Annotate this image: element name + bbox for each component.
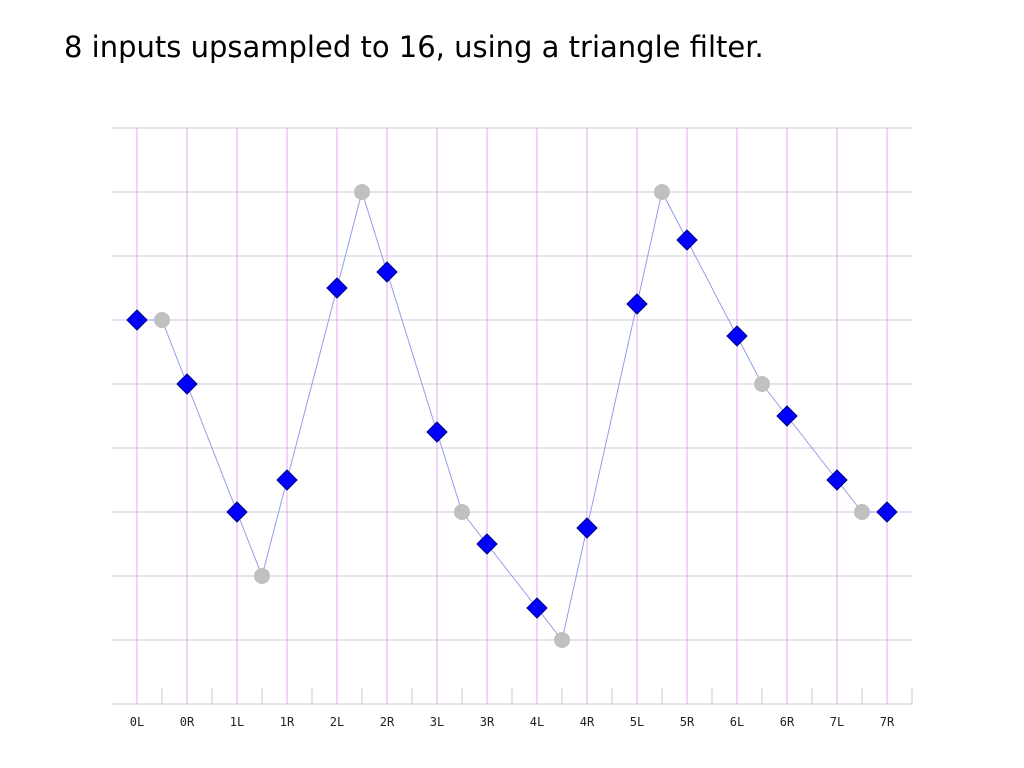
- x-tick-label: 4R: [580, 715, 595, 729]
- chart-title: 8 inputs upsampled to 16, using a triang…: [64, 30, 764, 64]
- series-marks: [126, 184, 898, 648]
- x-tick-label: 4L: [530, 715, 544, 729]
- output-point: [626, 293, 648, 315]
- output-point: [526, 597, 548, 619]
- input-point: [154, 312, 170, 328]
- x-tick-label: 5L: [630, 715, 644, 729]
- output-point: [826, 469, 848, 491]
- x-tick-label: 7L: [830, 715, 844, 729]
- x-tick-label: 6L: [730, 715, 744, 729]
- input-point: [254, 568, 270, 584]
- output-point: [226, 501, 248, 523]
- x-tick-label: 0R: [180, 715, 195, 729]
- output-point: [776, 405, 798, 427]
- output-point: [426, 421, 448, 443]
- output-point: [576, 517, 598, 539]
- x-tick-label: 2R: [380, 715, 395, 729]
- input-point: [454, 504, 470, 520]
- input-point: [654, 184, 670, 200]
- x-tick-label: 3L: [430, 715, 444, 729]
- x-axis: 0L 0R 1L 1R 2L 2R 3L 3R 4L 4R 5L 5R 6L 6R 7L 7R: [130, 688, 913, 729]
- output-point: [676, 229, 698, 251]
- x-tick-label: 5R: [680, 715, 695, 729]
- input-point: [554, 632, 570, 648]
- x-tick-label: 3R: [480, 715, 495, 729]
- output-point: [376, 261, 398, 283]
- input-point: [354, 184, 370, 200]
- series-line: [137, 190, 887, 642]
- input-point: [854, 504, 870, 520]
- output-point: [326, 277, 348, 299]
- output-point: [476, 533, 498, 555]
- series-lines: [137, 190, 887, 642]
- output-point: [176, 373, 198, 395]
- output-point: [876, 501, 898, 523]
- output-point: [726, 325, 748, 347]
- output-point: [126, 309, 148, 331]
- x-tick-label: 7R: [880, 715, 895, 729]
- x-tick-label: 0L: [130, 715, 144, 729]
- x-tick-label: 6R: [780, 715, 795, 729]
- x-tick-label: 1R: [280, 715, 295, 729]
- output-point: [276, 469, 298, 491]
- x-tick-label: 2L: [330, 715, 344, 729]
- input-point: [754, 376, 770, 392]
- x-tick-label: 1L: [230, 715, 244, 729]
